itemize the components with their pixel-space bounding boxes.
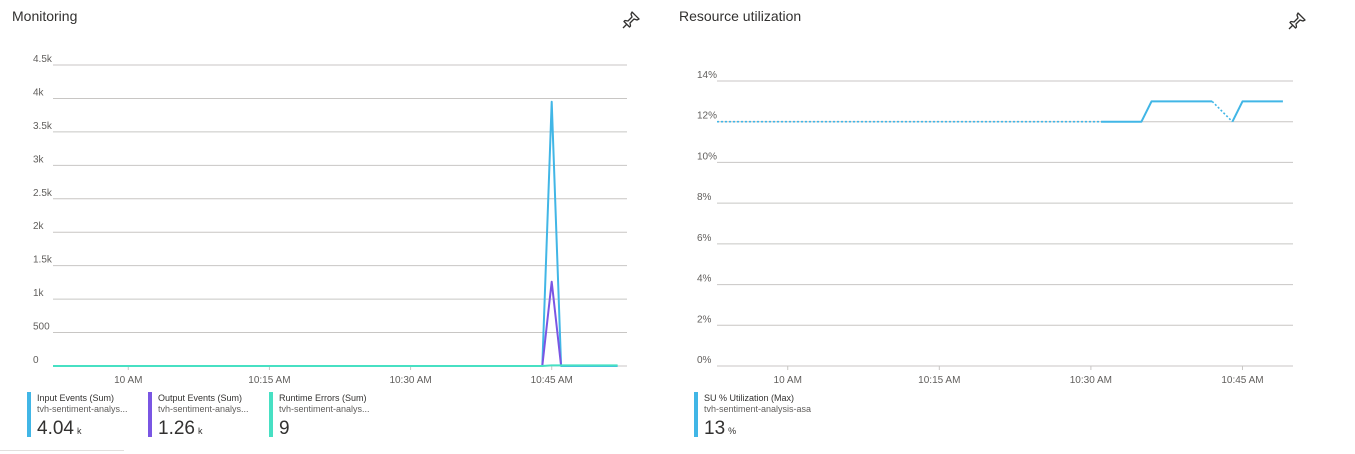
x-tick-label: 10:45 AM — [1221, 375, 1263, 386]
legend-color-bar — [148, 392, 152, 437]
y-tick-label: 2% — [697, 314, 712, 325]
legend-resource: tvh-sentiment-analys... — [37, 404, 128, 414]
x-tick-label: 10:15 AM — [918, 375, 960, 386]
legend-value: 9 — [279, 418, 290, 439]
legend-unit: k — [197, 426, 203, 436]
y-tick-label: 10% — [697, 151, 717, 162]
legend-color-bar — [694, 392, 698, 437]
pin-icon[interactable] — [621, 10, 641, 30]
legend-value: 13 — [704, 418, 726, 439]
y-tick-label: 4% — [697, 274, 712, 285]
monitoring-panel: Monitoring 0 500 1k 1.5k 2k 2.5k 3k 3.5k 4k 4.5k 1… — [0, 0, 660, 454]
y-tick-label: 2.5k — [33, 188, 53, 199]
monitoring-legend: Input Events (Sum) tvh-sentiment-analys.… — [27, 392, 390, 439]
legend-resource: tvh-sentiment-analys... — [279, 404, 370, 414]
series-line — [53, 280, 563, 367]
y-tick-label: 1.5k — [33, 255, 53, 266]
y-tick-label: 3.5k — [33, 121, 53, 132]
monitoring-chart: 0 500 1k 1.5k 2k 2.5k 3k 3.5k 4k 4.5k 10 AM 10:15 A… — [33, 54, 627, 386]
divider — [0, 450, 124, 451]
legend-item-su-utilization[interactable]: SU % Utilization (Max) tvh-sentiment-ana… — [694, 392, 844, 439]
legend-value: 4.04 — [37, 418, 74, 439]
panel-title: Resource utilization — [679, 8, 802, 24]
y-tick-label: 2k — [33, 221, 45, 232]
y-tick-label: 3k — [33, 154, 45, 165]
legend-name: Runtime Errors (Sum) — [279, 393, 367, 403]
legend-name: Input Events (Sum) — [37, 393, 115, 403]
resource-legend: SU % Utilization (Max) tvh-sentiment-ana… — [694, 392, 844, 439]
legend-resource: tvh-sentiment-analysis-asa — [704, 404, 812, 414]
legend-unit: % — [728, 426, 737, 436]
legend-color-bar — [269, 392, 273, 437]
x-tick-label: 10 AM — [774, 375, 802, 386]
legend-item-input-events[interactable]: Input Events (Sum) tvh-sentiment-analys.… — [27, 392, 148, 439]
resource-utilization-panel: Resource utilization 0% 2% 4% 6% 8% 10% 12% 14%… — [668, 0, 1355, 454]
y-tick-label: 0 — [33, 355, 39, 366]
legend-name: Output Events (Sum) — [158, 393, 243, 403]
x-tick-label: 10 AM — [114, 375, 142, 386]
y-tick-label: 500 — [33, 322, 50, 333]
legend-value: 1.26 — [158, 418, 195, 439]
pin-icon[interactable] — [1287, 11, 1307, 31]
x-tick-label: 10:15 AM — [248, 375, 290, 386]
y-tick-label: 6% — [697, 233, 712, 244]
y-tick-label: 1k — [33, 288, 45, 299]
y-tick-label: 14% — [697, 70, 717, 81]
y-tick-label: 8% — [697, 192, 712, 203]
legend-unit: k — [76, 426, 82, 436]
series-line — [1211, 100, 1233, 123]
y-tick-label: 4.5k — [33, 54, 53, 65]
legend-resource: tvh-sentiment-analys... — [158, 404, 249, 414]
legend-item-runtime-errors[interactable]: Runtime Errors (Sum) tvh-sentiment-analy… — [269, 392, 390, 439]
x-tick-label: 10:45 AM — [531, 375, 573, 386]
legend-item-output-events[interactable]: Output Events (Sum) tvh-sentiment-analys… — [148, 392, 269, 439]
x-tick-label: 10:30 AM — [389, 375, 431, 386]
series-line — [53, 364, 618, 367]
y-tick-label: 12% — [697, 111, 717, 122]
x-tick-label: 10:30 AM — [1070, 375, 1112, 386]
panel-title: Monitoring — [12, 8, 78, 24]
legend-name: SU % Utilization (Max) — [704, 393, 795, 403]
series-line — [1231, 100, 1283, 123]
y-tick-label: 4k — [33, 87, 45, 98]
legend-color-bar — [27, 392, 31, 437]
y-tick-label: 0% — [697, 355, 712, 366]
series-line — [53, 100, 618, 367]
series-line — [1101, 100, 1213, 123]
resource-utilization-chart: 0% 2% 4% 6% 8% 10% 12% 14% 10 AM 10:15 AM 10:30 AM… — [697, 70, 1293, 386]
